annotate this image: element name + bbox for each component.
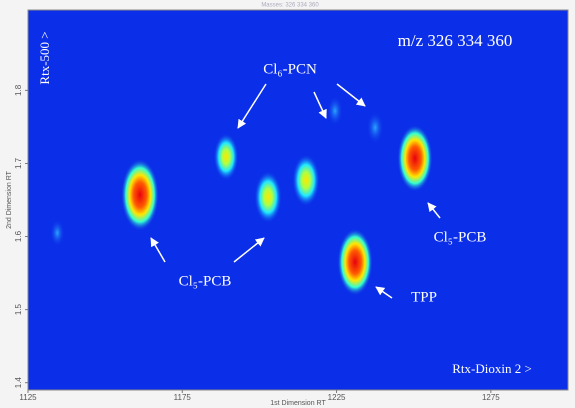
arrow xyxy=(233,237,265,263)
ticks: 1125 1175 1225 1275 1.4 1.5 1.6 1.7 1.8 xyxy=(14,84,500,402)
x-axis-label: 1st Dimension RT xyxy=(270,400,326,407)
y-tick-label: 1.7 xyxy=(14,157,23,169)
arrows xyxy=(150,83,441,299)
y-tick-label: 1.5 xyxy=(14,304,23,316)
x-tick-label: 1125 xyxy=(19,393,37,402)
x-tick-label: 1275 xyxy=(482,393,500,402)
column2-label: Rtx-Dioxin 2 > xyxy=(452,361,532,376)
pcb-label: Cl₅-PCB xyxy=(434,229,487,245)
arrow xyxy=(150,237,166,263)
peak xyxy=(50,219,65,247)
arrow xyxy=(237,83,267,129)
pcb-label: Cl₅-PCB xyxy=(179,273,232,289)
peak xyxy=(254,170,282,224)
column1-label: Rtx-500 > xyxy=(37,31,52,84)
chart-title: Masses: 326 334 360 xyxy=(261,3,319,9)
x-tick-label: 1225 xyxy=(328,393,346,402)
y-tick-label: 1.4 xyxy=(14,377,23,389)
arrow xyxy=(336,83,366,107)
arrow xyxy=(313,91,327,119)
tpp-label: TPP xyxy=(411,289,437,305)
y-axis-label: 2nd Dimension RT xyxy=(6,170,13,229)
x-tick-label: 1175 xyxy=(174,393,192,402)
plot xyxy=(27,9,569,391)
y-tick-label: 1.8 xyxy=(14,84,23,96)
peak xyxy=(397,124,433,192)
arrow xyxy=(427,202,441,219)
y-tick-label: 1.6 xyxy=(14,230,23,242)
peak xyxy=(213,133,239,181)
mz-label: m/z 326 334 360 xyxy=(398,31,513,50)
peak xyxy=(337,228,373,296)
arrow xyxy=(375,286,393,299)
pcn-label: Cl₆-PCN xyxy=(263,61,317,77)
peak xyxy=(366,111,384,144)
peak xyxy=(327,95,343,126)
annotations: m/z 326 334 360 Rtx-500 > Rtx-Dioxin 2 >… xyxy=(37,31,532,376)
peak xyxy=(292,154,320,207)
peak xyxy=(121,158,160,231)
